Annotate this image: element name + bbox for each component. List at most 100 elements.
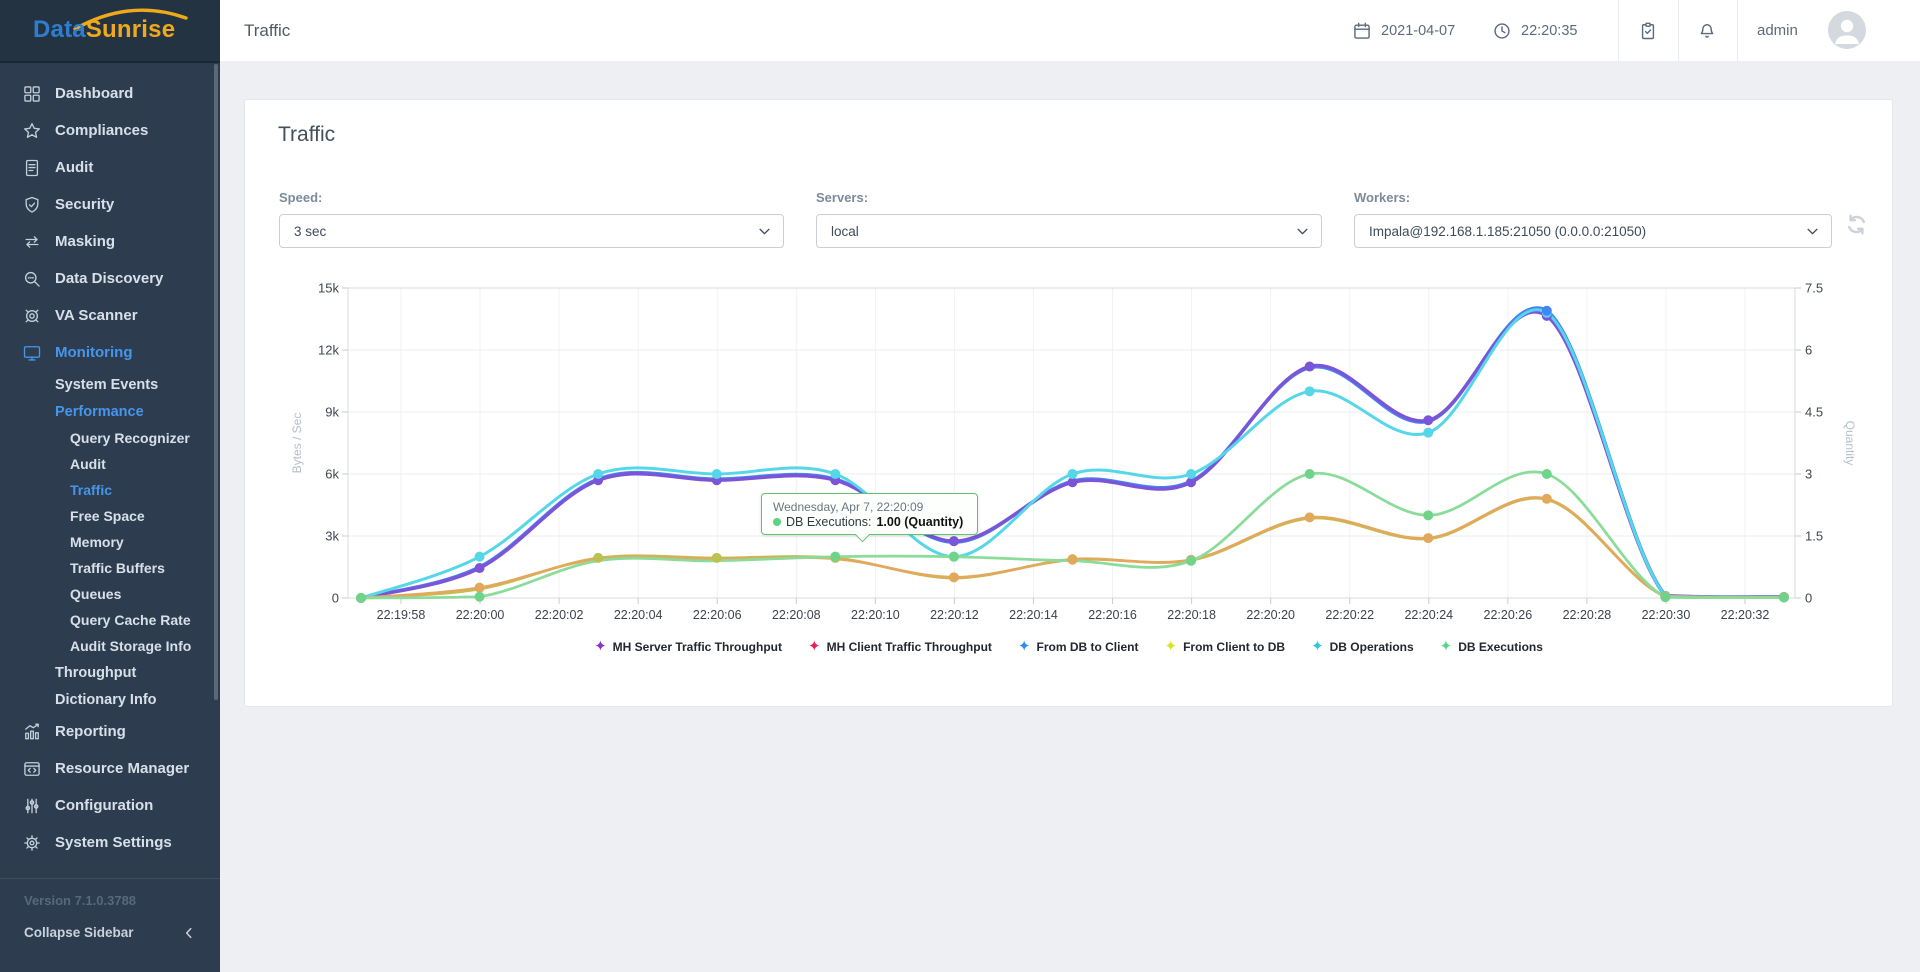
series-dot-mh-client-traffic-throughput[interactable] bbox=[1067, 555, 1077, 565]
sidebar-item-traffic[interactable]: Traffic bbox=[0, 477, 220, 503]
sidebar-item-masking[interactable]: Masking bbox=[0, 223, 220, 260]
sidebar-item-performance[interactable]: Performance bbox=[0, 398, 220, 425]
x-axis-tick-label: 22:20:06 bbox=[693, 608, 742, 622]
tasks-button[interactable] bbox=[1638, 0, 1658, 61]
series-dot-db-operations[interactable] bbox=[712, 469, 722, 479]
x-axis-tick-label: 22:20:18 bbox=[1167, 608, 1216, 622]
sidebar-item-label: System Settings bbox=[55, 834, 172, 851]
series-dot-db-executions[interactable] bbox=[1305, 469, 1315, 479]
sidebar-item-label: Memory bbox=[70, 534, 124, 550]
legend-item-mh-server-traffic-throughput[interactable]: ✦MH Server Traffic Throughput bbox=[594, 639, 782, 654]
series-dot-mh-server-traffic-throughput[interactable] bbox=[949, 536, 959, 546]
series-dot-db-executions[interactable] bbox=[356, 593, 366, 603]
sidebar-item-resource-manager[interactable]: Resource Manager bbox=[0, 750, 220, 787]
sidebar-item-security[interactable]: Security bbox=[0, 186, 220, 223]
sidebar-item-free-space[interactable]: Free Space bbox=[0, 503, 220, 529]
date-picker[interactable]: 2021-04-07 bbox=[1352, 0, 1455, 61]
series-dot-db-operations[interactable] bbox=[1305, 386, 1315, 396]
sidebar-item-label: Data Discovery bbox=[55, 270, 163, 287]
series-dot-from-client-to-db[interactable] bbox=[593, 553, 603, 563]
sidebar-item-queues[interactable]: Queues bbox=[0, 581, 220, 607]
sidebar-item-compliances[interactable]: Compliances bbox=[0, 112, 220, 149]
sidebar-item-label: Compliances bbox=[55, 122, 148, 139]
sidebar-item-label: Traffic bbox=[70, 482, 112, 498]
series-dot-from-db-to-client[interactable] bbox=[1542, 306, 1552, 316]
left-axis-title: Bytes / Sec bbox=[290, 413, 304, 474]
series-dot-db-operations[interactable] bbox=[830, 469, 840, 479]
series-dot-db-executions[interactable] bbox=[475, 592, 485, 602]
version-label: Version 7.1.0.3788 bbox=[24, 893, 136, 908]
sidebar-item-va-scanner[interactable]: VA Scanner bbox=[0, 297, 220, 334]
series-dot-mh-server-traffic-throughput[interactable] bbox=[475, 563, 485, 573]
right-axis-tick-label: 6 bbox=[1805, 343, 1812, 358]
traffic-chart[interactable]: 15k12k9k6k3k07.564.531.5022:19:5822:20:0… bbox=[245, 100, 1894, 708]
series-dot-mh-client-traffic-throughput[interactable] bbox=[1542, 494, 1552, 504]
monitor-icon bbox=[22, 343, 42, 363]
series-line-mh-client-traffic-throughput bbox=[361, 497, 1784, 598]
legend-item-mh-client-traffic-throughput[interactable]: ✦MH Client Traffic Throughput bbox=[808, 639, 992, 654]
series-dot-db-operations[interactable] bbox=[1067, 469, 1077, 479]
series-dot-db-executions[interactable] bbox=[1660, 592, 1670, 602]
sidebar-item-throughput[interactable]: Throughput bbox=[0, 659, 220, 686]
series-dot-db-operations[interactable] bbox=[1186, 469, 1196, 479]
legend-item-from-db-to-client[interactable]: ✦From DB to Client bbox=[1018, 639, 1139, 654]
legend-marker-icon: ✦ bbox=[808, 639, 821, 654]
notifications-button[interactable] bbox=[1697, 0, 1717, 61]
sidebar-item-system-events[interactable]: System Events bbox=[0, 371, 220, 398]
series-dot-mh-client-traffic-throughput[interactable] bbox=[949, 572, 959, 582]
series-dot-db-executions[interactable] bbox=[830, 552, 840, 562]
sidebar-item-query-recognizer[interactable]: Query Recognizer bbox=[0, 425, 220, 451]
sidebar-item-monitoring[interactable]: Monitoring bbox=[0, 334, 220, 371]
collapse-sidebar-button[interactable]: Collapse Sidebar bbox=[24, 925, 196, 940]
sidebar-item-data-discovery[interactable]: Data Discovery bbox=[0, 260, 220, 297]
avatar[interactable] bbox=[1828, 11, 1866, 49]
sidebar-item-label: Dashboard bbox=[55, 85, 133, 102]
sidebar-item-label: Query Cache Rate bbox=[70, 612, 191, 628]
sidebar-bottom: Version 7.1.0.3788 Collapse Sidebar bbox=[0, 878, 220, 972]
header-divider bbox=[1678, 0, 1679, 61]
sidebar-menu: Dashboard Compliances Audit Security Masking… bbox=[0, 61, 220, 861]
series-dot-db-executions[interactable] bbox=[949, 552, 959, 562]
series-dot-db-executions[interactable] bbox=[1779, 593, 1789, 603]
sidebar-item-label: Free Space bbox=[70, 508, 145, 524]
sidebar-item-reporting[interactable]: Reporting bbox=[0, 713, 220, 750]
sidebar-item-query-cache-rate[interactable]: Query Cache Rate bbox=[0, 607, 220, 633]
series-dot-db-executions[interactable] bbox=[1542, 469, 1552, 479]
series-dot-mh-client-traffic-throughput[interactable] bbox=[1423, 533, 1433, 543]
series-dot-db-operations[interactable] bbox=[593, 469, 603, 479]
legend-item-from-client-to-db[interactable]: ✦From Client to DB bbox=[1164, 639, 1285, 654]
sidebar-item-label: Throughput bbox=[55, 665, 136, 681]
sidebar-item-memory[interactable]: Memory bbox=[0, 529, 220, 555]
series-dot-db-operations[interactable] bbox=[1423, 428, 1433, 438]
legend-item-db-executions[interactable]: ✦DB Executions bbox=[1440, 639, 1543, 654]
series-dot-mh-client-traffic-throughput[interactable] bbox=[1305, 512, 1315, 522]
series-dot-mh-server-traffic-throughput[interactable] bbox=[1305, 362, 1315, 372]
series-line-from-client-to-db bbox=[361, 498, 1784, 598]
sidebar-item-system-settings[interactable]: System Settings bbox=[0, 824, 220, 861]
series-dot-mh-client-traffic-throughput[interactable] bbox=[475, 583, 485, 593]
legend-label: DB Executions bbox=[1458, 640, 1543, 654]
sidebar-item-configuration[interactable]: Configuration bbox=[0, 787, 220, 824]
legend-item-db-operations[interactable]: ✦DB Operations bbox=[1311, 639, 1414, 654]
sidebar-item-dictionary-info[interactable]: Dictionary Info bbox=[0, 686, 220, 713]
sidebar-item-label: Security bbox=[55, 196, 114, 213]
x-axis-tick-label: 22:20:04 bbox=[614, 608, 663, 622]
header-divider bbox=[1618, 0, 1619, 61]
sidebar-item-label: Audit bbox=[55, 159, 93, 176]
sidebar-item-dashboard[interactable]: Dashboard bbox=[0, 75, 220, 112]
sidebar-item-audit[interactable]: Audit bbox=[0, 149, 220, 186]
legend-label: From DB to Client bbox=[1036, 640, 1138, 654]
legend-label: DB Operations bbox=[1330, 640, 1414, 654]
series-dot-mh-server-traffic-throughput[interactable] bbox=[1423, 415, 1433, 425]
series-dot-db-executions[interactable] bbox=[1186, 556, 1196, 566]
sidebar-scrollbar[interactable] bbox=[214, 64, 218, 700]
series-dot-db-operations[interactable] bbox=[475, 552, 485, 562]
sidebar-item-traffic-buffers[interactable]: Traffic Buffers bbox=[0, 555, 220, 581]
series-dot-from-client-to-db[interactable] bbox=[712, 553, 722, 563]
time-display[interactable]: 22:20:35 bbox=[1492, 0, 1577, 61]
x-axis-tick-label: 22:20:08 bbox=[772, 608, 821, 622]
series-dot-db-executions[interactable] bbox=[1423, 510, 1433, 520]
sidebar-item-audit-storage-info[interactable]: Audit Storage Info bbox=[0, 633, 220, 659]
logo[interactable]: DataSunrise bbox=[0, 0, 220, 63]
sidebar-item-audit[interactable]: Audit bbox=[0, 451, 220, 477]
